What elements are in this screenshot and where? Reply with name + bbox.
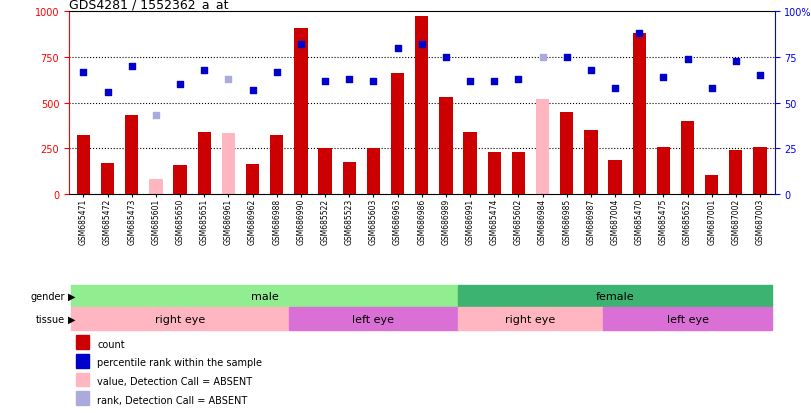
Bar [246, 165, 260, 194]
Bar [603, 308, 772, 330]
Bar [101, 163, 114, 194]
Bar [415, 17, 428, 194]
Text: female: female [596, 291, 634, 301]
Text: value, Detection Call = ABSENT: value, Detection Call = ABSENT [97, 376, 252, 386]
Bar [289, 308, 458, 330]
Point [585, 67, 598, 74]
Point [246, 87, 259, 94]
Bar [458, 285, 772, 308]
Point [512, 76, 525, 83]
Text: tissue: tissue [36, 314, 65, 324]
Bar [221, 133, 235, 194]
Point [222, 76, 235, 83]
Bar [681, 121, 694, 194]
Bar [76, 373, 88, 386]
Bar [463, 132, 477, 194]
Bar [753, 148, 766, 194]
Bar [71, 285, 458, 308]
Bar [294, 29, 307, 194]
Text: ▶: ▶ [68, 291, 75, 301]
Bar [657, 148, 670, 194]
Bar [71, 308, 289, 330]
Text: GDS4281 / 1552362_a_at: GDS4281 / 1552362_a_at [69, 0, 229, 11]
Point [536, 55, 549, 61]
Point [125, 64, 138, 70]
Point [706, 85, 719, 92]
Point [367, 78, 380, 85]
Bar [440, 98, 453, 194]
Text: left eye: left eye [667, 314, 709, 324]
Bar [76, 392, 88, 405]
Bar [174, 166, 187, 194]
Point [77, 69, 90, 76]
Bar [458, 308, 603, 330]
Text: right eye: right eye [155, 314, 205, 324]
Text: count: count [97, 339, 125, 349]
Bar [76, 354, 88, 368]
Bar [512, 152, 525, 194]
Bar [76, 336, 88, 349]
Point [608, 85, 621, 92]
Point [391, 45, 404, 52]
Text: left eye: left eye [353, 314, 394, 324]
Bar [584, 131, 598, 194]
Bar [198, 132, 211, 194]
Bar [729, 150, 743, 194]
Point [440, 55, 453, 61]
Point [415, 42, 428, 48]
Point [657, 74, 670, 81]
Point [149, 113, 162, 119]
Bar [149, 180, 162, 194]
Bar [125, 116, 139, 194]
Bar [633, 34, 646, 194]
Point [294, 42, 307, 48]
Point [681, 56, 694, 63]
Point [487, 78, 500, 85]
Point [753, 73, 766, 79]
Text: rank, Detection Call = ABSENT: rank, Detection Call = ABSENT [97, 394, 247, 405]
Text: right eye: right eye [505, 314, 556, 324]
Text: ▶: ▶ [68, 314, 75, 324]
Point [633, 31, 646, 38]
Bar [536, 100, 549, 194]
Point [174, 82, 187, 88]
Bar [560, 112, 573, 194]
Bar [367, 149, 380, 194]
Bar [391, 74, 404, 194]
Text: male: male [251, 291, 278, 301]
Point [319, 78, 332, 85]
Point [729, 58, 742, 65]
Text: gender: gender [30, 291, 65, 301]
Text: percentile rank within the sample: percentile rank within the sample [97, 357, 262, 368]
Bar [270, 136, 283, 194]
Point [464, 78, 477, 85]
Bar [705, 176, 719, 194]
Bar [319, 149, 332, 194]
Bar [487, 152, 501, 194]
Point [560, 55, 573, 61]
Bar [342, 162, 356, 194]
Point [198, 67, 211, 74]
Point [343, 76, 356, 83]
Bar [608, 161, 622, 194]
Point [270, 69, 283, 76]
Bar [77, 136, 90, 194]
Point [101, 89, 114, 96]
